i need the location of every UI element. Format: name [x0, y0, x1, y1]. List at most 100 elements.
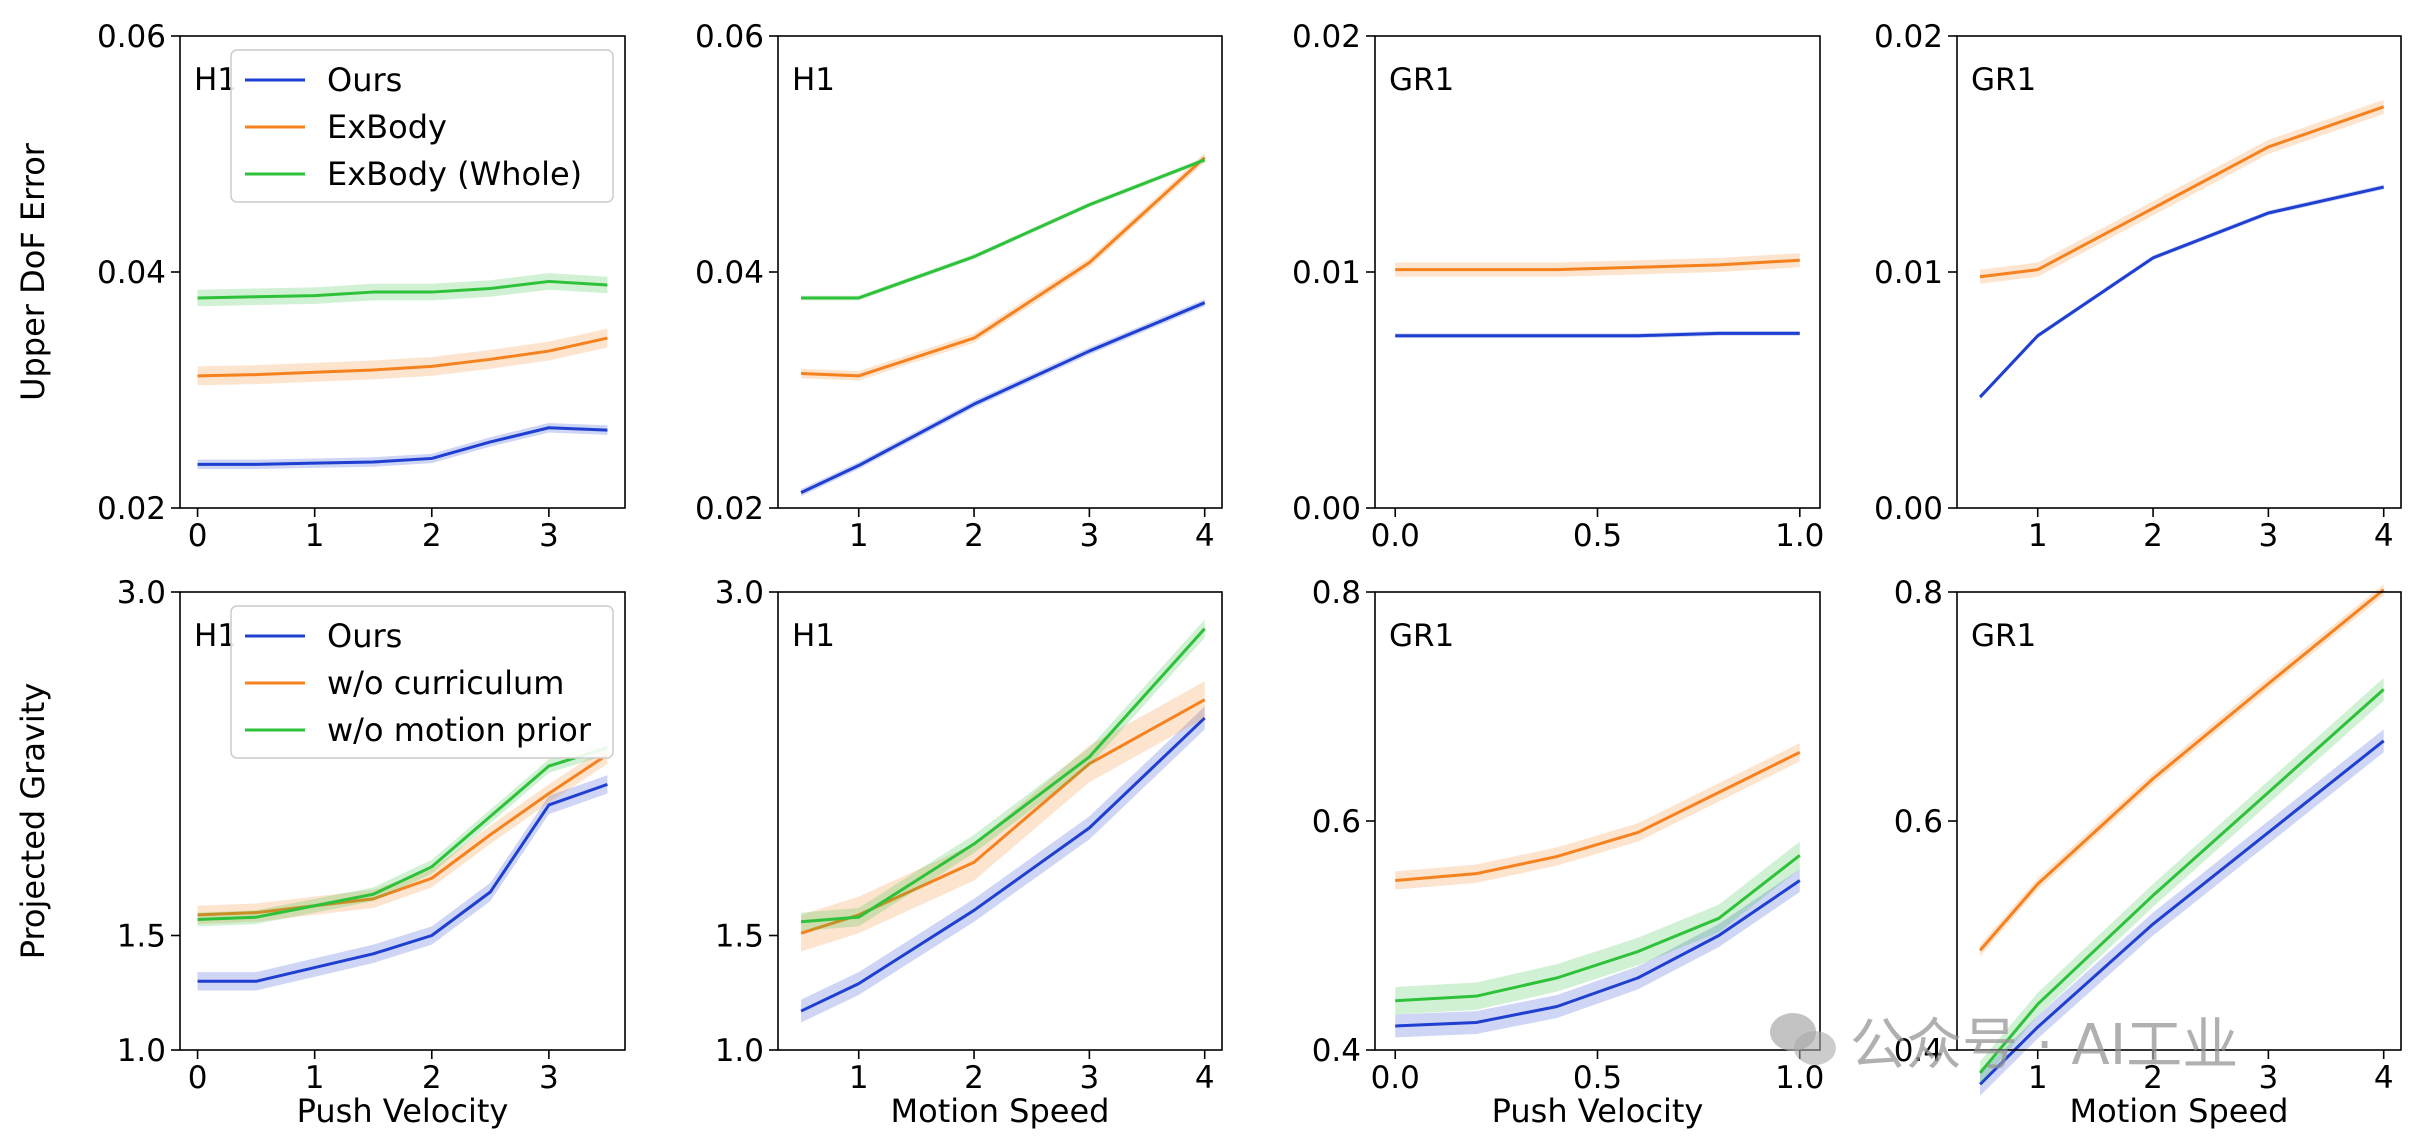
y-tick-label: 0.02	[97, 491, 166, 527]
series-line-whole	[801, 158, 1206, 300]
x-tick-label: 3	[2259, 1060, 2279, 1096]
wechat-icon	[1770, 1012, 1836, 1069]
series-line-exbody	[1395, 750, 1801, 883]
series-line-exbody	[801, 156, 1206, 378]
y-tick-label: 3.0	[117, 575, 166, 611]
axes-frame	[777, 591, 1223, 1051]
y-tick-label: 0.01	[1874, 255, 1943, 291]
x-tick-label: 4	[2374, 1060, 2394, 1096]
panel-label: H1	[792, 618, 835, 654]
y-tick-label: 1.5	[715, 919, 764, 955]
legend-entry: Ours	[327, 61, 402, 99]
x-tick-label: 2	[964, 1060, 984, 1096]
axes-frame	[179, 591, 626, 1051]
series-band-exbody	[1395, 743, 1800, 890]
panel-label: GR1	[1389, 62, 1454, 98]
series-band-exbody	[801, 152, 1205, 381]
panel-label: GR1	[1971, 618, 2036, 654]
series-line-ours	[1979, 739, 2385, 1086]
legend-entry: w/o motion prior	[327, 711, 592, 749]
x-tick-label: 2	[2143, 1060, 2163, 1096]
legend: Ours w/o curriculum w/o motion prior	[230, 605, 614, 759]
x-tick-label: 3	[539, 1060, 559, 1096]
x-tick-label: 3	[1080, 1060, 1100, 1096]
x-tick-label: 3	[2259, 518, 2279, 554]
x-tick-label: 2	[422, 518, 442, 554]
y-tick-label: 0.8	[1894, 575, 1943, 611]
x-tick-label: 0	[188, 518, 208, 554]
x-tick-label: 0.0	[1371, 1060, 1420, 1096]
series-line-whole	[1395, 854, 1801, 1003]
x-tick-label: 0.0	[1371, 518, 1420, 554]
x-axis-label: Push Velocity	[1492, 1092, 1704, 1130]
series-band-exbody	[1980, 583, 2384, 957]
y-tick-label: 1.0	[715, 1033, 764, 1069]
legend: Ours ExBody ExBody (Whole)	[230, 49, 614, 203]
series-line-exbody	[1979, 105, 2385, 279]
series-line-ours	[800, 301, 1206, 495]
chart-panel-6: 1 2 3 4 1.0 1.5 3.0 H1 Motion Speed	[715, 575, 1223, 1130]
y-tick-label: 0.6	[1894, 804, 1943, 840]
x-tick-label: 4	[1195, 518, 1215, 554]
series-band-ours	[1980, 184, 2384, 400]
series-line-whole	[800, 627, 1206, 924]
series-band-ours	[197, 423, 608, 470]
series-line-exbody	[1395, 258, 1800, 272]
x-tick-label: 1	[305, 1060, 325, 1096]
series-band-exbody	[801, 681, 1205, 952]
axes-frame	[1956, 591, 2402, 1051]
watermark-text: 公众号 · AI工业	[1850, 1013, 2239, 1078]
x-tick-label: 1	[305, 518, 325, 554]
x-tick-label: 1	[2028, 518, 2048, 554]
x-tick-label: 2	[964, 518, 984, 554]
x-tick-label: 0.5	[1573, 518, 1622, 554]
panel-label: H1	[194, 62, 237, 98]
x-axis-label: Motion Speed	[891, 1092, 1110, 1130]
series-line-ours	[800, 716, 1206, 1013]
series-line-whole	[197, 279, 608, 300]
series-band-ours	[801, 706, 1205, 1023]
series-line-exbody	[1978, 588, 2385, 952]
y-tick-label: 0.06	[695, 19, 764, 55]
x-tick-label: 1.0	[1775, 518, 1824, 554]
series-line-ours	[197, 426, 608, 466]
chart-panel-5: 0 1 2 3 1.0 1.5 3.0 H1 Push Velocity Projected Gr…	[14, 575, 626, 1130]
y-axis-label: Upper DoF Error	[14, 142, 52, 401]
legend-entry: w/o curriculum	[327, 664, 564, 702]
series-line-exbody	[197, 336, 608, 378]
series-band-exbody	[197, 328, 608, 386]
y-tick-label: 0.02	[1874, 19, 1943, 55]
x-tick-label: 2	[422, 1060, 442, 1096]
legend-entry: ExBody (Whole)	[327, 155, 582, 193]
legend-entry: ExBody	[327, 108, 447, 146]
x-tick-label: 3	[1080, 518, 1100, 554]
panel-label: GR1	[1389, 618, 1454, 654]
y-tick-label: 0.02	[1292, 19, 1361, 55]
legend-box	[230, 49, 614, 203]
series-band-ours	[197, 775, 608, 991]
y-tick-label: 1.0	[117, 1033, 166, 1069]
y-tick-label: 0.01	[1292, 255, 1361, 291]
y-tick-label: 0.00	[1874, 491, 1943, 527]
x-tick-label: 1.0	[1775, 1060, 1824, 1096]
series-line-exbody	[197, 753, 609, 917]
watermark: 公众号 · AI工业	[1770, 1000, 2238, 1081]
x-tick-label: 2	[2143, 518, 2163, 554]
series-line-ours	[1978, 185, 2385, 399]
panel-label: H1	[792, 62, 835, 98]
chart-panel-2: 1 2 3 4 0.02 0.04 0.06 H1	[695, 19, 1223, 554]
chart-panel-1: 0 1 2 3 0.02 0.04 0.06 H1 Upper DoF Error Ours ExB…	[14, 19, 626, 554]
y-tick-label: 3.0	[715, 575, 764, 611]
panel-label: H1	[194, 618, 237, 654]
x-axis-label: Push Velocity	[297, 1092, 509, 1130]
series-line-ours	[1395, 879, 1801, 1028]
y-tick-label: 0.4	[1894, 1033, 1943, 1069]
x-axis-label: Motion Speed	[2070, 1092, 2289, 1130]
series-band-whole	[801, 157, 1205, 301]
series-line-whole	[1978, 688, 2385, 1074]
series-band-whole	[197, 273, 608, 307]
y-tick-label: 0.02	[695, 491, 764, 527]
x-tick-label: 0.5	[1573, 1060, 1622, 1096]
x-tick-label: 4	[2374, 518, 2394, 554]
series-band-ours	[1395, 869, 1800, 1038]
